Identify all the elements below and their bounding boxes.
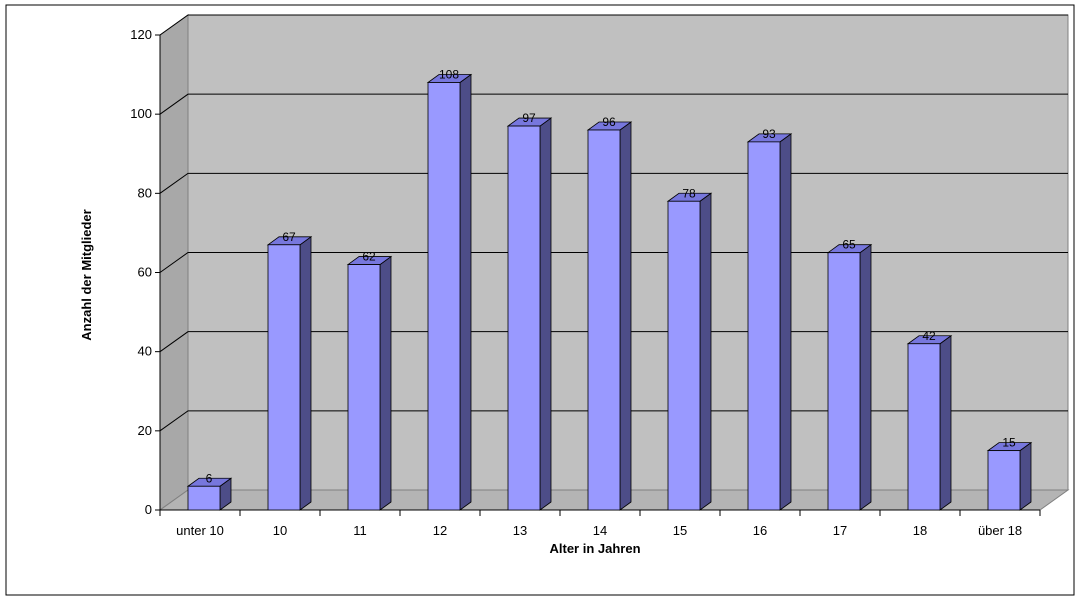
data-label: 67: [282, 230, 296, 244]
y-tick-label: 80: [138, 185, 152, 200]
bar-front: [187, 485, 221, 511]
bar-side: [539, 117, 552, 511]
data-labels: 6 67 62 108 97 96 78 93 65 42 15: [206, 68, 1016, 486]
x-tick-label: 17: [833, 523, 847, 538]
bar: [666, 192, 713, 511]
bar-side: [939, 334, 952, 511]
data-label: 65: [842, 238, 856, 252]
x-tick-label: 13: [513, 523, 527, 538]
bar-front: [987, 450, 1021, 511]
x-tick-label: 15: [673, 523, 687, 538]
bar: [186, 477, 233, 511]
data-label: 6: [206, 471, 213, 485]
data-label: 97: [522, 111, 536, 125]
x-tick-label: 12: [433, 523, 447, 538]
data-label: 42: [922, 329, 936, 343]
y-axis: 0 20 40 60 80 100 120: [130, 27, 161, 517]
gridline: [159, 14, 1068, 36]
y-tick-label: 100: [130, 106, 152, 121]
bar: [986, 441, 1033, 511]
bar-side: [379, 255, 392, 511]
data-label: 96: [602, 115, 616, 129]
bar-side: [859, 243, 872, 511]
bar-series: [186, 73, 1033, 511]
y-tick-label: 20: [138, 423, 152, 438]
bar-front: [427, 82, 461, 511]
bar: [826, 243, 873, 511]
gridline: [159, 93, 1068, 115]
bar: [746, 133, 793, 511]
x-tick-label: 16: [753, 523, 767, 538]
data-label: 78: [682, 186, 696, 200]
data-label: 15: [1002, 436, 1016, 450]
bar-side: [619, 121, 632, 511]
y-tick-label: 0: [145, 502, 152, 517]
x-tick-label: 18: [913, 523, 927, 538]
data-label: 93: [762, 127, 776, 141]
bar: [426, 73, 473, 511]
bar-front: [907, 343, 941, 511]
bar: [586, 121, 633, 511]
bar-side: [299, 236, 312, 511]
bar-front: [747, 141, 781, 511]
data-label: 108: [439, 68, 459, 82]
x-tick-label: über 18: [978, 523, 1022, 538]
bar: [906, 334, 953, 511]
bar: [266, 236, 313, 511]
bar-side: [699, 192, 712, 511]
y-tick-label: 60: [138, 265, 152, 280]
bar-front: [827, 252, 861, 511]
bar-front: [347, 264, 381, 511]
x-tick-label: unter 10: [176, 523, 224, 538]
data-label: 62: [362, 250, 376, 264]
bar-side: [459, 73, 472, 511]
x-tick-label: 14: [593, 523, 607, 538]
y-axis-title: Anzahl der Mitglieder: [79, 209, 94, 340]
bar-side: [1019, 441, 1032, 511]
bar-front: [507, 125, 541, 511]
bar-side: [779, 133, 792, 511]
x-axis-title: Alter in Jahren: [549, 541, 640, 556]
bar-front: [267, 244, 301, 511]
x-tick-label: 10: [273, 523, 287, 538]
x-tick-label: 11: [353, 523, 367, 538]
bar: [346, 255, 393, 511]
bar-front: [667, 200, 701, 511]
bar-front: [587, 129, 621, 511]
y-tick-label: 120: [130, 27, 152, 42]
bar: [506, 117, 553, 511]
y-tick-label: 40: [138, 344, 152, 359]
